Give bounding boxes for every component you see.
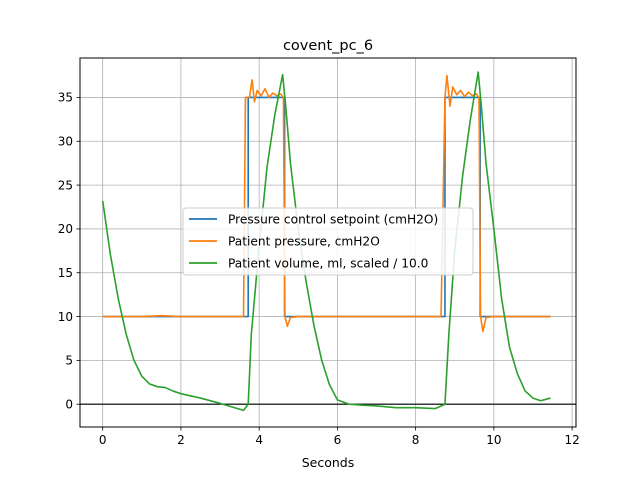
legend-box bbox=[182, 207, 474, 276]
legend-label: Patient pressure, cmH2O bbox=[228, 235, 380, 249]
legend-items: Pressure control setpoint (cmH2O) Patient… bbox=[189, 213, 438, 271]
x-axis-label: Seconds bbox=[302, 455, 355, 470]
series-line-2 bbox=[102, 74, 551, 333]
y-tick-label: 5 bbox=[65, 354, 73, 368]
y-tick-label: 10 bbox=[58, 310, 73, 324]
y-tick-label: 30 bbox=[58, 134, 73, 148]
y-tick-label: 20 bbox=[58, 222, 73, 236]
x-tick-label: 0 bbox=[99, 433, 107, 447]
legend: Pressure control setpoint (cmH2O) Patient… bbox=[182, 207, 474, 276]
y-tick-label: 35 bbox=[58, 91, 73, 105]
plot-frame bbox=[79, 57, 577, 428]
x-tick-label: 6 bbox=[334, 433, 342, 447]
y-tick-label: 15 bbox=[58, 266, 73, 280]
x-tick-label: 2 bbox=[177, 433, 185, 447]
x-tick-label: 10 bbox=[486, 433, 501, 447]
x-tick-label: 8 bbox=[412, 433, 420, 447]
y-tick-label: 0 bbox=[65, 397, 73, 411]
x-tick-label: 4 bbox=[255, 433, 263, 447]
y-tick-label: 25 bbox=[58, 178, 73, 192]
y-tick-layer: 0 5 10 15 20 25 30 35 bbox=[58, 91, 80, 411]
x-tick-layer: 0 2 4 6 8 10 12 bbox=[99, 427, 580, 447]
chart-title: covent_pc_6 bbox=[283, 38, 373, 54]
legend-label: Patient volume, ml, scaled / 10.0 bbox=[228, 257, 428, 271]
legend-label: Pressure control setpoint (cmH2O) bbox=[228, 213, 438, 227]
x-tick-label: 12 bbox=[564, 433, 579, 447]
series-line-3 bbox=[101, 71, 551, 412]
